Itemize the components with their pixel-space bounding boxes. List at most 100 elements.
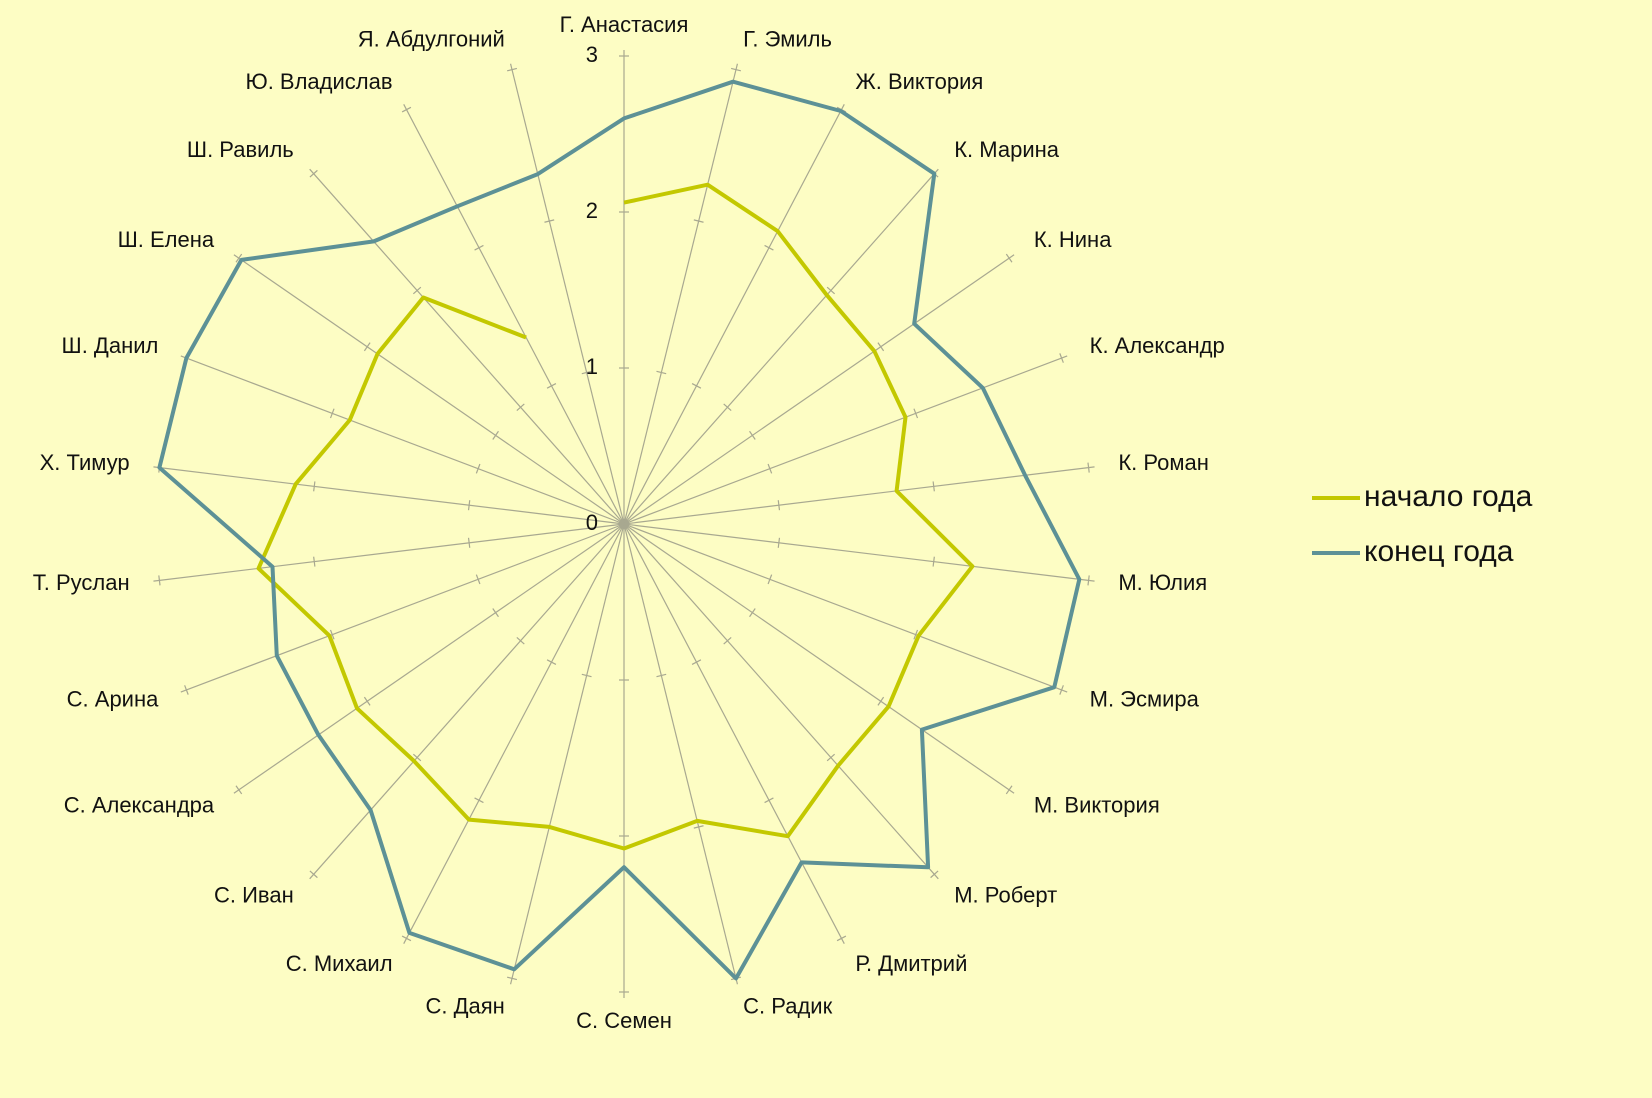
tick-mark [544, 219, 555, 223]
tick-mark [581, 370, 592, 375]
category-label: Т. Руслан [33, 570, 130, 595]
spoke [623, 254, 1015, 525]
category-label: Х. Тимур [40, 450, 130, 475]
tick-mark [516, 637, 525, 645]
y-tick-label: 1 [586, 354, 598, 379]
tick-mark [691, 659, 702, 665]
series-lines [157, 79, 1082, 981]
tick-mark [475, 463, 481, 474]
legend-label: начало года [1364, 480, 1533, 513]
category-label: С. Иван [214, 883, 294, 908]
tick-mark [764, 797, 774, 804]
spoke [233, 523, 625, 794]
spoke [403, 104, 625, 525]
spoke [623, 168, 939, 525]
spoke [623, 63, 739, 525]
tick-mark [691, 383, 702, 389]
tick-mark [731, 67, 741, 72]
tick-mark [1087, 462, 1090, 473]
tick-mark [507, 67, 517, 72]
tick-mark [749, 608, 756, 618]
spoke [623, 523, 739, 985]
tick-mark [546, 659, 557, 665]
spoke [623, 104, 845, 525]
tick-mark [492, 608, 499, 618]
category-label: М. Юлия [1118, 570, 1207, 595]
spoke [623, 523, 845, 944]
tick-mark [581, 673, 592, 678]
spoke [623, 355, 1068, 525]
category-label: К. Александр [1090, 333, 1225, 358]
tick-mark [467, 500, 471, 511]
tick-mark [836, 935, 847, 942]
series-line [256, 182, 975, 851]
spoke [180, 523, 625, 693]
tick-mark [507, 976, 517, 981]
tick-mark [235, 785, 243, 795]
category-label: Ю. Владислав [245, 69, 392, 94]
legend-label: конец года [1364, 535, 1514, 568]
tick-mark [363, 342, 371, 352]
category-label: Я. Абдулгоний [358, 26, 505, 51]
spoke [153, 466, 625, 525]
tick-mark [913, 408, 919, 419]
tick-mark [723, 637, 732, 645]
spoke [623, 523, 1015, 794]
tick-mark [309, 870, 318, 879]
tick-mark [1059, 685, 1064, 695]
category-label: М. Эсмира [1090, 686, 1200, 711]
category-label: Ш. Равиль [187, 137, 294, 162]
tick-mark [1059, 353, 1064, 363]
tick-mark [158, 575, 161, 586]
y-tick-label: 0 [586, 510, 598, 535]
tick-mark [516, 403, 525, 411]
tick-mark [767, 463, 773, 474]
category-label: С. Семен [576, 1008, 672, 1033]
category-label: Ш. Данил [62, 333, 159, 358]
tick-mark [693, 219, 704, 223]
tick-mark [467, 537, 471, 548]
tick-mark [363, 696, 371, 706]
category-label: С. Александра [64, 793, 215, 818]
category-label: Г. Эмиль [743, 26, 832, 51]
category-label: Ш. Елена [118, 227, 215, 252]
category-label: С. Даян [426, 993, 505, 1018]
category-label: К. Нина [1034, 227, 1112, 252]
tick-mark [932, 481, 935, 492]
tick-mark [313, 481, 316, 492]
tick-mark [1087, 575, 1090, 586]
tick-mark [546, 383, 557, 389]
tick-mark [329, 629, 335, 640]
spoke [623, 466, 1095, 525]
spoke [623, 523, 939, 880]
tick-mark [309, 169, 318, 178]
spoke [509, 523, 625, 985]
tick-mark [401, 106, 412, 113]
category-label: Р. Дмитрий [855, 951, 967, 976]
tick-mark [932, 556, 935, 567]
y-tick-label: 2 [586, 198, 598, 223]
category-label: М. Виктория [1034, 793, 1160, 818]
spoke [623, 523, 1068, 693]
tick-mark [474, 244, 484, 251]
spoke [153, 523, 625, 582]
tick-mark [777, 537, 781, 548]
spoke [180, 355, 625, 525]
tick-mark [767, 574, 773, 585]
category-label: К. Роман [1118, 450, 1209, 475]
tick-mark [401, 935, 412, 942]
spokes [153, 50, 1095, 998]
legend: начало года конец года [1312, 480, 1533, 568]
spoke [309, 168, 625, 525]
labels: Г. Анастасия Г. Эмиль Ж. Виктория К. Марина… [33, 12, 1225, 1033]
tick-mark [1005, 253, 1013, 263]
tick-mark [693, 825, 704, 829]
tick-mark [764, 244, 774, 251]
tick-mark [656, 370, 667, 375]
tick-mark [913, 629, 919, 640]
tick-mark [492, 430, 499, 440]
tick-mark [412, 753, 422, 762]
spoke [309, 523, 625, 880]
spoke [233, 254, 625, 525]
category-label: Г. Анастасия [560, 12, 689, 37]
